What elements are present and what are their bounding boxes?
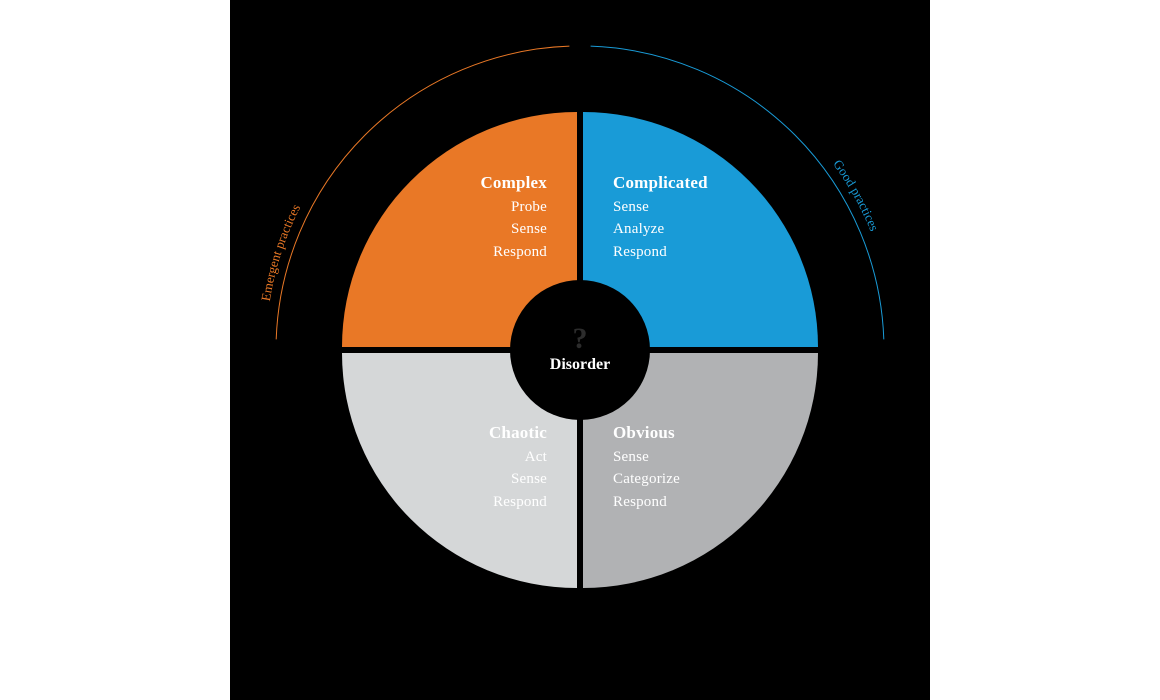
quadrant-step: Analyze <box>613 218 773 241</box>
quadrant-title: Complex <box>387 170 547 196</box>
quadrant-step: Respond <box>613 241 773 264</box>
quadrant-step: Sense <box>387 218 547 241</box>
quadrant-step: Act <box>387 446 547 469</box>
quadrant-step: Sense <box>387 468 547 491</box>
center-circle <box>510 280 650 420</box>
quadrant-step: Sense <box>613 446 773 469</box>
quadrant-step: Respond <box>613 491 773 514</box>
quadrant-title: Complicated <box>613 170 773 196</box>
quadrant-title: Chaotic <box>387 420 547 446</box>
quadrant-step: Categorize <box>613 468 773 491</box>
quadrant-obvious-label: Obvious Sense Categorize Respond <box>613 420 773 513</box>
quadrant-step: Respond <box>387 241 547 264</box>
cynefin-diagram: Emergent practicesGood practicesNovel pr… <box>0 0 1160 700</box>
diagram-svg: Emergent practicesGood practicesNovel pr… <box>0 0 1160 700</box>
quadrant-chaotic-label: Chaotic Act Sense Respond <box>387 420 547 513</box>
quadrant-step: Respond <box>387 491 547 514</box>
quadrant-title: Obvious <box>613 420 773 446</box>
quadrant-step: Sense <box>613 196 773 219</box>
quadrant-complex-label: Complex Probe Sense Respond <box>387 170 547 263</box>
quadrant-step: Probe <box>387 196 547 219</box>
quadrant-complicated-label: Complicated Sense Analyze Respond <box>613 170 773 263</box>
